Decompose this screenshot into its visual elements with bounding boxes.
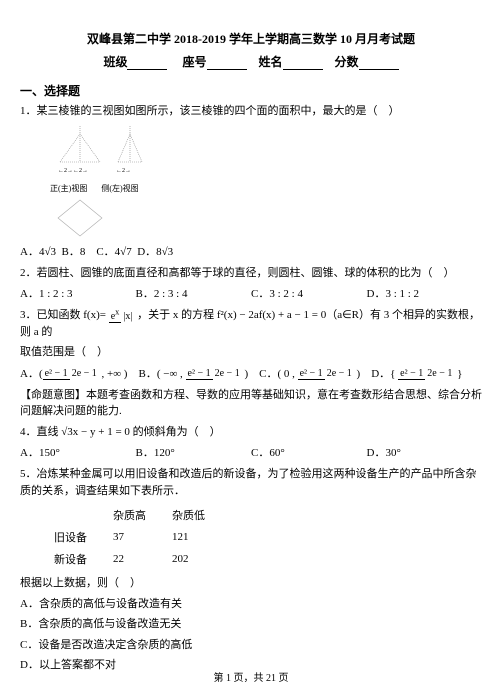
q2-stem: 2．若圆柱、圆锥的底面直径和高都等于球的直径，则圆柱、圆锥、球的体积的比为（ ） bbox=[20, 265, 482, 282]
q3-optA: A．( bbox=[20, 368, 43, 380]
q2-optC: C．3 : 2 : 4 bbox=[251, 285, 367, 301]
q1-optC: C．4√7 bbox=[96, 246, 131, 258]
q2-optB: B．2 : 3 : 4 bbox=[136, 285, 252, 301]
q3-stem: 3．已知函数 f(x)= ex|x| ，关于 x 的方程 f²(x) − 2af… bbox=[20, 307, 482, 340]
row-old-label: 旧设备 bbox=[42, 527, 99, 547]
q3-stem3: 取值范围是（ ） bbox=[20, 344, 482, 361]
header-fields: 班级 座号 姓名 分数 bbox=[20, 53, 482, 70]
q5-stem: 5．冶炼某种金属可以用旧设备和改造后的新设备，为了检验用这两种设备生产的产品中所… bbox=[20, 466, 482, 499]
q2-optD: D．3 : 1 : 2 bbox=[367, 285, 483, 301]
q4-optB: B．120° bbox=[136, 444, 252, 460]
score-label: 分数 bbox=[335, 55, 359, 69]
cell-new-high: 22 bbox=[101, 549, 158, 569]
q4-options: A．150° B．120° C．60° D．30° bbox=[20, 444, 482, 460]
class-blank bbox=[127, 69, 167, 70]
table-header-row: 杂质高 杂质低 bbox=[42, 505, 217, 525]
q1-options: A．4√3 B．8 C．4√7 D．8√3 bbox=[20, 243, 482, 259]
cell-new-low: 202 bbox=[160, 549, 217, 569]
seat-label: 座号 bbox=[182, 55, 206, 69]
q2-optA: A．1 : 2 : 3 bbox=[20, 285, 136, 301]
q3-optB: B．( −∞ , bbox=[138, 368, 182, 380]
q5-optC: C．设备是否改造决定含杂质的高低 bbox=[20, 637, 482, 654]
q1-optA: A．4√3 bbox=[20, 246, 56, 258]
q1-optD: D．8√3 bbox=[137, 246, 173, 258]
q3-optC: C．( 0 , bbox=[259, 368, 295, 380]
q1-stem: 1．某三棱锥的三视图如图所示，该三棱锥的四个面的面积中，最大的是（ ） bbox=[20, 103, 482, 120]
row-new-label: 新设备 bbox=[42, 549, 99, 569]
q3-stem1: 3．已知函数 f(x)= bbox=[20, 309, 106, 321]
q5-post: 根据以上数据，则（ ） bbox=[20, 575, 482, 592]
q1-optB: B．8 bbox=[61, 246, 85, 258]
section-1-heading: 一、选择题 bbox=[20, 82, 482, 99]
cell-old-low: 121 bbox=[160, 527, 217, 547]
th-impurity-high: 杂质高 bbox=[101, 505, 158, 525]
score-blank bbox=[359, 69, 399, 70]
q5-optB: B．含杂质的高低与设备改造无关 bbox=[20, 616, 482, 633]
q4-stem: 4．直线 √3x − y + 1 = 0 的倾斜角为（ ） bbox=[20, 424, 482, 441]
q5-table: 杂质高 杂质低 旧设备 37 121 新设备 22 202 bbox=[40, 503, 219, 571]
q3-options: A．(e² − 12e − 1 , +∞ ) B．( −∞ , e² − 12e… bbox=[20, 365, 482, 381]
svg-text:←2→←2→: ←2→←2→ bbox=[58, 168, 88, 174]
table-row: 旧设备 37 121 bbox=[42, 527, 217, 547]
q1-diagram: ←2→←2→ ←2→ 正(主)视图 侧(左)视图 bbox=[50, 124, 482, 194]
page-footer: 第 1 页，共 21 页 bbox=[0, 669, 502, 684]
svg-text:←2→: ←2→ bbox=[116, 168, 131, 174]
side-view-label: 侧(左)视图 bbox=[101, 184, 138, 193]
class-label: 班级 bbox=[103, 55, 127, 69]
name-label: 姓名 bbox=[259, 55, 283, 69]
q5-optA: A．含杂质的高低与设备改造有关 bbox=[20, 596, 482, 613]
th-impurity-low: 杂质低 bbox=[160, 505, 217, 525]
cell-old-high: 37 bbox=[101, 527, 158, 547]
front-view-label: 正(主)视图 bbox=[50, 184, 87, 193]
exam-title: 双峰县第二中学 2018-2019 学年上学期高三数学 10 月月考试题 bbox=[20, 30, 482, 47]
name-blank bbox=[283, 69, 323, 70]
q3-fx-frac: ex|x| bbox=[109, 309, 135, 322]
q2-options: A．1 : 2 : 3 B．2 : 3 : 4 C．3 : 2 : 4 D．3 … bbox=[20, 285, 482, 301]
q4-optC: C．60° bbox=[251, 444, 367, 460]
table-row: 新设备 22 202 bbox=[42, 549, 217, 569]
q4-optD: D．30° bbox=[367, 444, 483, 460]
q3-optD: D．{ bbox=[371, 368, 395, 380]
q3-note: 【命题意图】本题考查函数和方程、导数的应用等基础知识，意在考查数形结合思想、综合… bbox=[20, 387, 482, 420]
q1-top-view bbox=[50, 198, 110, 238]
seat-blank bbox=[207, 69, 247, 70]
q4-optA: A．150° bbox=[20, 444, 136, 460]
